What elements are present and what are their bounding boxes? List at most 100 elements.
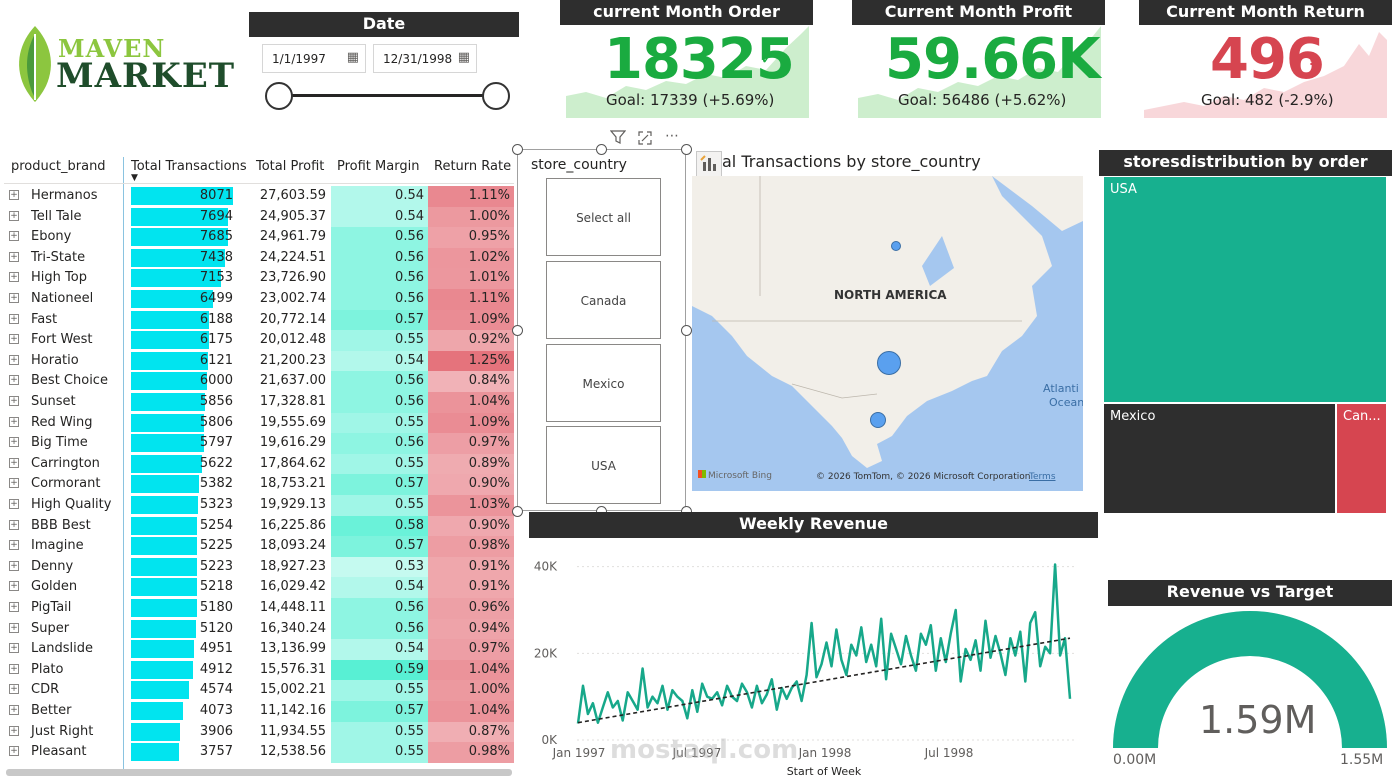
table-row[interactable]: + High Top 7153 23,726.90 0.56 1.01% <box>4 268 514 289</box>
resize-handle[interactable] <box>596 144 607 155</box>
col-header-return-rate[interactable]: Return Rate <box>434 159 512 174</box>
table-row[interactable]: + Super 5120 16,340.24 0.56 0.94% <box>4 618 514 640</box>
focus-mode-icon[interactable] <box>638 130 652 149</box>
date-range-end-handle[interactable] <box>482 82 510 110</box>
expand-row-icon[interactable]: + <box>9 231 19 242</box>
kpi-profit-goal: Goal: 56486 (+5.62%) <box>898 91 1067 109</box>
table-row[interactable]: + Big Time 5797 19,616.29 0.56 0.97% <box>4 433 514 454</box>
map-terms-link[interactable]: Terms <box>1029 472 1056 482</box>
map-ocean-label: Atlanti <box>1043 382 1079 395</box>
table-row[interactable]: + Plato 4912 15,576.31 0.59 1.04% <box>4 659 514 681</box>
profit-margin: 0.56 <box>331 618 428 640</box>
resize-handle[interactable] <box>512 325 523 336</box>
expand-row-icon[interactable]: + <box>9 478 19 489</box>
start-date-input[interactable]: 1/1/1997 ▦ <box>262 44 366 73</box>
expand-row-icon[interactable]: + <box>9 725 19 736</box>
expand-row-icon[interactable]: + <box>9 560 19 571</box>
transactions-databar <box>131 331 209 350</box>
expand-row-icon[interactable]: + <box>9 457 19 468</box>
map-bubble-usa[interactable] <box>877 351 901 375</box>
expand-row-icon[interactable]: + <box>9 540 19 551</box>
table-row[interactable]: + PigTail 5180 14,448.11 0.56 0.96% <box>4 598 514 619</box>
expand-row-icon[interactable]: + <box>9 746 19 757</box>
table-row[interactable]: + Imagine 5225 18,093.24 0.57 0.98% <box>4 536 514 557</box>
table-row[interactable]: + Nationeel 6499 23,002.74 0.56 1.11% <box>4 289 514 310</box>
table-row[interactable]: + High Quality 5323 19,929.13 0.55 1.03% <box>4 495 514 516</box>
slicer-option-canada[interactable]: Canada <box>546 261 661 339</box>
expand-row-icon[interactable]: + <box>9 334 19 345</box>
slicer-option-mexico[interactable]: Mexico <box>546 344 661 422</box>
expand-row-icon[interactable]: + <box>9 499 19 509</box>
map-bubble-mexico[interactable] <box>870 412 886 428</box>
expand-row-icon[interactable]: + <box>9 663 19 674</box>
expand-row-icon[interactable]: + <box>9 602 19 612</box>
expand-row-icon[interactable]: + <box>9 313 19 324</box>
date-range-start-handle[interactable] <box>265 82 293 110</box>
table-row[interactable]: + Pleasant 3757 12,538.56 0.55 0.98% <box>4 742 514 763</box>
date-range-slider-track[interactable] <box>279 94 496 97</box>
table-row[interactable]: + BBB Best 5254 16,225.86 0.58 0.90% <box>4 515 514 537</box>
table-row[interactable]: + Landslide 4951 13,136.99 0.54 0.97% <box>4 639 514 660</box>
table-row[interactable]: + Hermanos 8071 27,603.59 0.54 1.11% <box>4 186 514 207</box>
expand-row-icon[interactable]: + <box>9 272 19 283</box>
total-transactions: 5120 <box>199 620 233 636</box>
expand-row-icon[interactable]: + <box>9 705 19 715</box>
resize-handle[interactable] <box>681 325 692 336</box>
expand-row-icon[interactable]: + <box>9 416 19 427</box>
table-row[interactable]: + Horatio 6121 21,200.23 0.54 1.25% <box>4 350 514 372</box>
profit-margin: 0.56 <box>331 289 428 310</box>
map-visual-icon[interactable] <box>696 151 722 177</box>
col-header-profit-margin[interactable]: Profit Margin <box>337 159 420 174</box>
table-row[interactable]: + Fort West 6175 20,012.48 0.55 0.92% <box>4 330 514 351</box>
table-row[interactable]: + Sunset 5856 17,328.81 0.56 1.04% <box>4 392 514 413</box>
end-date-input[interactable]: 12/31/1998 ▦ <box>373 44 477 73</box>
map-bubble-canada[interactable] <box>891 241 901 251</box>
table-row[interactable]: + Golden 5218 16,029.42 0.54 0.91% <box>4 577 514 598</box>
transactions-databar <box>131 599 197 617</box>
resize-handle[interactable] <box>681 144 692 155</box>
treemap-tile-usa[interactable]: USA <box>1104 177 1386 402</box>
expand-row-icon[interactable]: + <box>9 581 19 592</box>
table-row[interactable]: + Best Choice 6000 21,637.00 0.56 0.84% <box>4 371 514 392</box>
table-row[interactable]: + CDR 4574 15,002.21 0.55 1.00% <box>4 680 514 701</box>
expand-row-icon[interactable]: + <box>9 251 19 262</box>
expand-row-icon[interactable]: + <box>9 622 19 633</box>
calendar-icon[interactable]: ▦ <box>457 50 470 65</box>
treemap-tile-mexico[interactable]: Mexico <box>1104 404 1335 513</box>
table-row[interactable]: + Denny 5223 18,927.23 0.53 0.91% <box>4 556 514 578</box>
table-row[interactable]: + Just Right 3906 11,934.55 0.55 0.87% <box>4 721 514 743</box>
expand-row-icon[interactable]: + <box>9 396 19 406</box>
col-header-total-profit[interactable]: Total Profit <box>256 159 325 174</box>
expand-row-icon[interactable]: + <box>9 643 19 654</box>
expand-row-icon[interactable]: + <box>9 437 19 448</box>
table-row[interactable]: + Carrington 5622 17,864.62 0.55 0.89% <box>4 453 514 475</box>
slicer-filter-icon[interactable] <box>609 129 627 148</box>
table-horizontal-scrollbar[interactable] <box>6 769 512 776</box>
table-row[interactable]: + Tri-State 7438 24,224.51 0.56 1.02% <box>4 247 514 269</box>
expand-row-icon[interactable]: + <box>9 293 19 303</box>
expand-row-icon[interactable]: + <box>9 684 19 695</box>
resize-handle[interactable] <box>512 144 523 155</box>
table-row[interactable]: + Tell Tale 7694 24,905.37 0.54 1.00% <box>4 206 514 228</box>
col-header-brand[interactable]: product_brand <box>11 159 106 174</box>
expand-row-icon[interactable]: + <box>9 519 19 530</box>
slicer-option-usa[interactable]: USA <box>546 426 661 504</box>
map-canvas[interactable]: NORTH AMERICA Atlanti Ocean Microsoft Bi… <box>692 176 1083 491</box>
calendar-icon[interactable]: ▦ <box>346 50 359 65</box>
return-rate: 0.98% <box>428 742 514 763</box>
table-row[interactable]: + Cormorant 5382 18,753.21 0.57 0.90% <box>4 474 514 495</box>
expand-row-icon[interactable]: + <box>9 210 19 221</box>
expand-row-icon[interactable]: + <box>9 375 19 386</box>
table-row[interactable]: + Ebony 7685 24,961.79 0.56 0.95% <box>4 227 514 248</box>
treemap-tile-canada[interactable]: Can... <box>1337 404 1386 513</box>
weekly-revenue-chart[interactable]: 0K 20K 40K Jan 1997 Jul 1997 Jan 1998 Jul 1998… <box>529 540 1098 778</box>
table-row[interactable]: + Fast 6188 20,772.14 0.57 1.09% <box>4 309 514 331</box>
slicer-option-select-all[interactable]: Select all <box>546 178 661 256</box>
col-header-total-transactions[interactable]: Total Transactions <box>131 159 247 174</box>
table-row[interactable]: + Red Wing 5806 19,555.69 0.55 1.09% <box>4 412 514 434</box>
table-row[interactable]: + Better 4073 11,142.16 0.57 1.04% <box>4 701 514 722</box>
expand-row-icon[interactable]: + <box>9 190 19 200</box>
resize-handle[interactable] <box>512 506 523 517</box>
expand-row-icon[interactable]: + <box>9 354 19 365</box>
more-options-icon[interactable]: ⋯ <box>665 128 680 144</box>
